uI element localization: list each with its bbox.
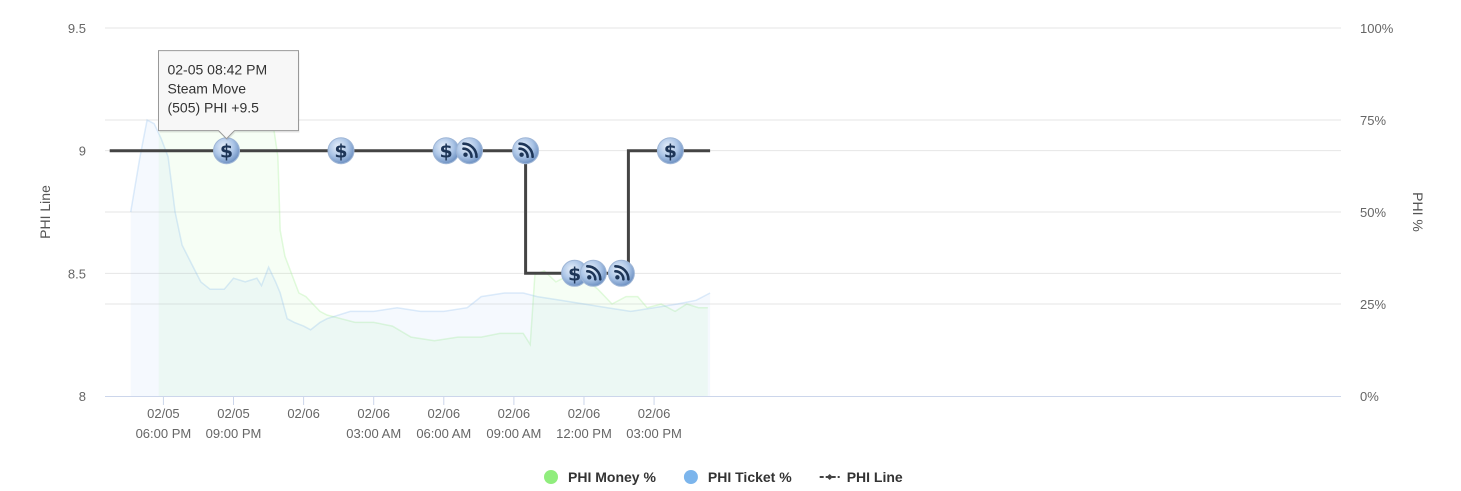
marker-glyph: $	[664, 141, 677, 163]
right-tick-label: 75%	[1360, 113, 1386, 128]
rss-arc-outer	[585, 264, 602, 281]
legend[interactable]: PHI Money % PHI Ticket % PHI Line	[544, 469, 903, 485]
x-tick-date: 02/06	[287, 406, 320, 421]
rss-arc-inner	[518, 147, 529, 158]
rss-dot	[587, 275, 592, 280]
event-marker[interactable]: $	[213, 137, 240, 165]
rss-dot	[519, 152, 524, 157]
rss-arc-outer	[518, 142, 534, 158]
area-fill-phi-money-	[158, 61, 708, 396]
dollar-icon: $	[439, 141, 452, 163]
left-tick-label: 9.5	[68, 21, 86, 36]
x-tick-time: 03:00 PM	[626, 426, 682, 441]
tooltip-line: Steam Move	[167, 81, 246, 97]
marker-bubble	[656, 137, 684, 165]
event-markers[interactable]: $ $ $ $ $	[213, 137, 684, 287]
rss-arc-inner	[614, 269, 625, 281]
legend-swatch	[544, 470, 558, 484]
rss-icon	[462, 142, 478, 158]
legend-item-phi-ticket[interactable]: PHI Ticket %	[683, 469, 792, 485]
rss-dot	[615, 275, 620, 280]
rss-arc-inner	[585, 269, 597, 281]
legend-label: PHI Ticket %	[708, 469, 792, 485]
rss-icon	[614, 264, 630, 281]
x-tick-time: 12:00 PM	[556, 426, 612, 441]
right-tick-label: 50%	[1360, 205, 1386, 220]
x-tick-date: 02/06	[498, 406, 531, 421]
marker-bubble	[327, 137, 355, 165]
rss-dot	[463, 152, 468, 157]
x-tick-time: 06:00 PM	[136, 426, 192, 441]
x-tick-time: 09:00 AM	[486, 426, 541, 441]
rss-icon	[518, 142, 534, 158]
event-marker[interactable]	[607, 259, 635, 287]
x-tick-date: 02/05	[147, 406, 180, 421]
axes: 9.5 9 8.5 8 100% 75% 50% 25% 0% 02/05 06:00 PM 02/0…	[37, 21, 1426, 441]
x-tick-date: 02/05	[217, 406, 250, 421]
left-tick-label: 9	[79, 144, 86, 159]
legend-item-phi-line[interactable]: PHI Line	[819, 469, 903, 485]
area-fill-phi-ticket-	[130, 120, 711, 396]
event-marker[interactable]	[579, 259, 607, 287]
legend-label: PHI Money %	[568, 469, 656, 485]
x-tick-date: 02/06	[428, 406, 461, 421]
x-tick-time: 09:00 PM	[206, 426, 262, 441]
left-axis-title: PHI Line	[37, 185, 53, 239]
rss-icon	[585, 264, 602, 281]
right-tick-label: 25%	[1360, 297, 1386, 312]
right-axis-title: PHI %	[1410, 192, 1426, 232]
x-tick-time: 06:00 AM	[416, 426, 471, 441]
dollar-icon: $	[334, 141, 347, 163]
dollar-icon: $	[664, 141, 677, 163]
legend-item-phi-money[interactable]: PHI Money %	[544, 469, 656, 485]
tooltip-line: 02-05 08:42 PM	[167, 62, 267, 78]
event-marker[interactable]: $	[656, 137, 684, 165]
area-line-phi-ticket-	[129, 118, 711, 331]
event-marker[interactable]: $	[432, 137, 460, 165]
marker-glyph: $	[220, 141, 233, 163]
event-marker[interactable]: $	[561, 259, 589, 287]
tooltip: 02-05 08:42 PM Steam Move (505) PHI +9.5	[157, 50, 300, 141]
legend-swatch	[683, 470, 698, 484]
x-tick-date: 02/06	[568, 406, 601, 421]
x-tick-date: 02/06	[357, 406, 390, 421]
dollar-icon: $	[568, 263, 581, 285]
tooltip-box	[157, 50, 299, 140]
marker-glyph: $	[568, 263, 581, 285]
left-tick-label: 8	[79, 389, 86, 404]
left-tick-label: 8.5	[68, 266, 86, 281]
event-marker[interactable]: $	[327, 137, 355, 165]
tooltip-line: (505) PHI +9.5	[167, 100, 259, 116]
marker-glyph: $	[439, 141, 452, 163]
x-tick-date: 02/06	[638, 406, 671, 421]
rss-arc-inner	[462, 147, 473, 158]
right-tick-label: 100%	[1360, 21, 1394, 36]
event-marker[interactable]	[512, 137, 540, 165]
legend-label: PHI Line	[847, 469, 903, 485]
rss-arc-outer	[462, 142, 478, 158]
marker-glyph: $	[334, 141, 347, 163]
dollar-icon: $	[220, 141, 233, 163]
event-marker[interactable]	[456, 137, 483, 165]
rss-arc-outer	[614, 264, 630, 281]
legend-swatch-diamond	[826, 474, 833, 480]
right-tick-label: 0%	[1360, 389, 1379, 404]
x-tick-time: 03:00 AM	[346, 426, 401, 441]
